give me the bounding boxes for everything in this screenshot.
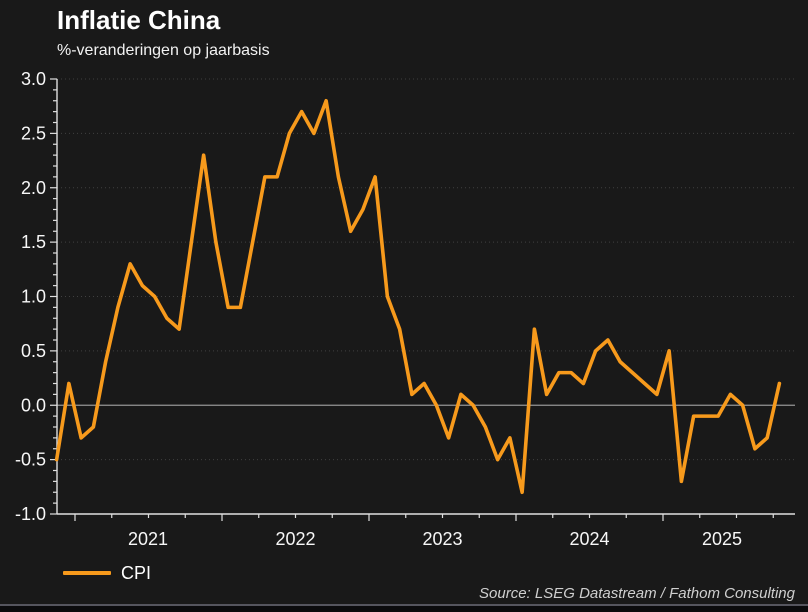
x-axis-label: 2021 — [128, 529, 168, 549]
bottom-strip — [0, 606, 808, 612]
chart-subtitle: %-veranderingen op jaarbasis — [57, 42, 270, 59]
y-axis-label: -1.0 — [15, 504, 46, 524]
x-axis-label: 2025 — [702, 529, 742, 549]
y-axis-label: 0.5 — [21, 341, 46, 361]
y-axis-label: 2.0 — [21, 178, 46, 198]
x-axis-label: 2023 — [422, 529, 462, 549]
legend: CPI — [63, 563, 151, 583]
legend-line-swatch-cpi — [63, 571, 111, 575]
x-axis-label: 2024 — [569, 529, 609, 549]
chart-title: Inflatie China — [57, 5, 221, 35]
cpi-line — [54, 98, 782, 495]
bottom-divider — [0, 604, 808, 606]
y-axis-label: 2.5 — [21, 123, 46, 143]
y-axis-label: -0.5 — [15, 450, 46, 470]
y-axis-label: 0.0 — [21, 395, 46, 415]
legend-label-cpi: CPI — [121, 562, 152, 583]
y-axis-label: 3.0 — [21, 69, 46, 89]
x-axis-label: 2022 — [275, 529, 315, 549]
source-attribution: Source: LSEG Datastream / Fathom Consult… — [479, 585, 795, 602]
y-axis-label: 1.5 — [21, 232, 46, 252]
y-axis-label: 1.0 — [21, 287, 46, 307]
